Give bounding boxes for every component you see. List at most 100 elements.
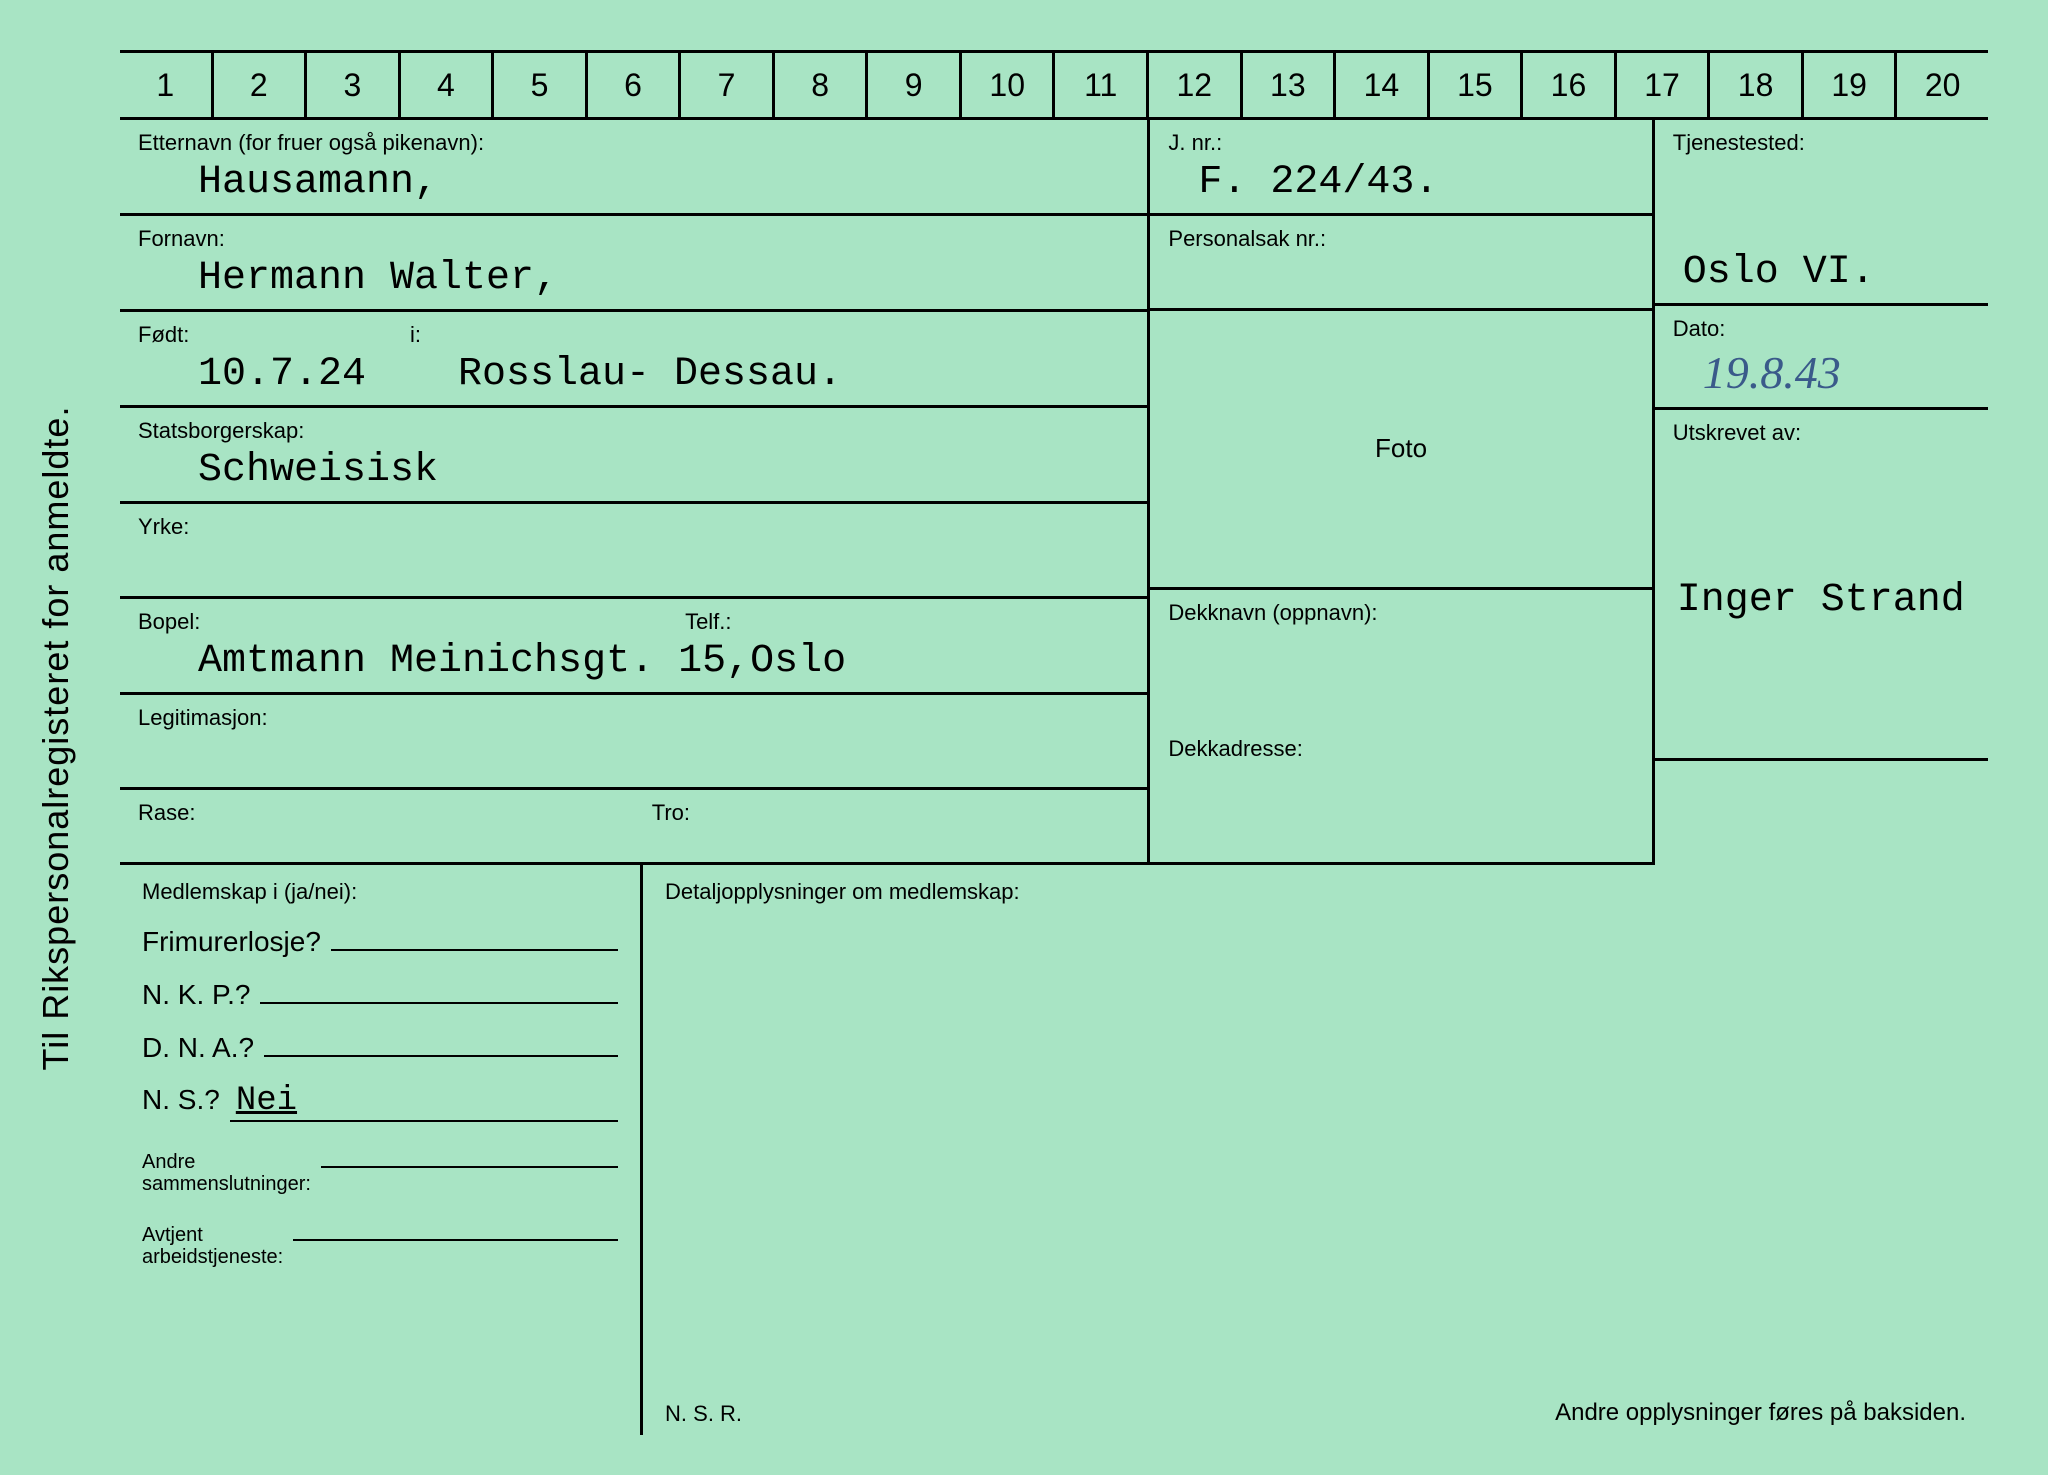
ns-item: N. S.? Nei — [142, 1082, 618, 1122]
address-label: Bopel: — [138, 609, 1129, 635]
ruler-cell: 1 — [120, 53, 214, 117]
race-label: Rase: — [138, 800, 616, 826]
membership-details: Detaljopplysninger om medlemskap: N. S. … — [643, 865, 1988, 1435]
race-faith-row: Rase: Tro: — [120, 790, 1147, 865]
issued-by-field: Utskrevet av: Inger Strand — [1655, 410, 1988, 761]
jnr-label: J. nr.: — [1168, 130, 1633, 156]
phone-label: Telf.: — [685, 609, 731, 635]
ruler-cell: 3 — [307, 53, 401, 117]
occupation-label: Yrke: — [138, 514, 1129, 540]
labour-service-value — [293, 1213, 618, 1241]
date-value: 19.8.43 — [1673, 342, 1970, 399]
other-assoc-item: Andre sammenslutninger: — [142, 1140, 618, 1195]
ruler-cell: 13 — [1243, 53, 1337, 117]
ruler-cell: 6 — [588, 53, 682, 117]
id-label: Legitimasjon: — [138, 705, 1129, 731]
surname-label: Etternavn (for fruer også pikenavn): — [138, 130, 1129, 156]
born-date: 10.7.24 — [138, 348, 438, 397]
citizenship-field: Statsborgerskap: Schweisisk — [120, 408, 1147, 504]
ruler-cell: 7 — [681, 53, 775, 117]
other-assoc-value — [321, 1140, 618, 1168]
details-header: Detaljopplysninger om medlemskap: — [665, 879, 1966, 905]
ruler-cell: 2 — [214, 53, 308, 117]
personalsak-label: Personalsak nr.: — [1168, 226, 1633, 252]
personalsak-value — [1168, 252, 1633, 300]
dna-label: D. N. A.? — [142, 1032, 254, 1064]
dna-value — [264, 1029, 618, 1057]
faith-field: Tro: — [634, 790, 1148, 862]
personalsak-field: Personalsak nr.: — [1150, 216, 1651, 311]
backside-note: Andre opplysninger føres på baksiden. — [1555, 1399, 1966, 1427]
form-body: Etternavn (for fruer også pikenavn): Hau… — [120, 120, 1988, 1435]
id-value — [138, 731, 1129, 779]
born-place: Rosslau- Dessau. — [438, 348, 842, 397]
address-value: Amtmann Meinichsgt. 15,Oslo — [138, 635, 1129, 684]
ruler-cell: 8 — [775, 53, 869, 117]
surname-value: Hausamann, — [138, 156, 1129, 205]
service-place-value: Oslo VI. — [1673, 246, 1970, 295]
jnr-value: F. 224/43. — [1168, 156, 1633, 205]
born-label: Født: — [138, 322, 1129, 348]
ruler-cell: 14 — [1336, 53, 1430, 117]
citizenship-label: Statsborgerskap: — [138, 418, 1129, 444]
cover-address-label: Dekkadresse: — [1150, 726, 1651, 865]
occupation-field: Yrke: — [120, 504, 1147, 599]
occupation-value — [138, 540, 1129, 588]
race-field: Rase: — [120, 790, 634, 862]
service-place-field: Tjenestested: Oslo VI. — [1655, 120, 1988, 306]
jnr-field: J. nr.: F. 224/43. — [1150, 120, 1651, 216]
freemason-label: Frimurerlosje? — [142, 926, 321, 958]
nsr-note: N. S. R. — [665, 1401, 742, 1427]
ruler-cell: 19 — [1804, 53, 1898, 117]
labour-service-item: Avtjent arbeidstjeneste: — [142, 1213, 618, 1268]
id-field: Legitimasjon: — [120, 695, 1147, 790]
date-label: Dato: — [1673, 316, 1970, 342]
membership-header: Medlemskap i (ja/nei): — [142, 879, 618, 905]
labour-service-label: Avtjent arbeidstjeneste: — [142, 1224, 283, 1268]
ruler-cell: 18 — [1710, 53, 1804, 117]
ruler: 1 2 3 4 5 6 7 8 9 10 11 12 13 14 15 16 1… — [120, 50, 1988, 120]
firstname-field: Fornavn: Hermann Walter, — [120, 216, 1147, 312]
nkp-value — [260, 976, 618, 1004]
alias-section: Dekknavn (oppnavn): Dekkadresse: — [1150, 590, 1651, 866]
nkp-item: N. K. P.? — [142, 976, 618, 1011]
membership-section: Medlemskap i (ja/nei): Frimurerlosje? N.… — [120, 865, 1988, 1435]
issued-by-label: Utskrevet av: — [1673, 420, 1970, 446]
ns-label: N. S.? — [142, 1084, 220, 1116]
ruler-cell: 17 — [1617, 53, 1711, 117]
vertical-title: Til Rikspersonalregisteret for anmeldte. — [35, 405, 77, 1070]
photo-label: Foto — [1375, 433, 1427, 464]
middle-column: J. nr.: F. 224/43. Personalsak nr.: Foto… — [1147, 120, 1651, 865]
ruler-cell: 4 — [401, 53, 495, 117]
membership-list: Medlemskap i (ja/nei): Frimurerlosje? N.… — [120, 865, 643, 1435]
born-field: Født: i: 10.7.24 Rosslau- Dessau. — [120, 312, 1147, 408]
right-column: Tjenestested: Oslo VI. Dato: 19.8.43 Uts… — [1652, 120, 1988, 865]
ruler-cell: 16 — [1523, 53, 1617, 117]
other-assoc-label: Andre sammenslutninger: — [142, 1151, 311, 1195]
citizenship-value: Schweisisk — [138, 444, 1129, 493]
firstname-label: Fornavn: — [138, 226, 1129, 252]
born-in-label: i: — [410, 322, 421, 348]
ruler-cell: 9 — [868, 53, 962, 117]
freemason-value — [331, 923, 618, 951]
service-place-label: Tjenestested: — [1673, 130, 1970, 156]
photo-box: Foto — [1150, 311, 1651, 590]
ns-value: Nei — [230, 1082, 618, 1122]
ruler-cell: 11 — [1055, 53, 1149, 117]
surname-field: Etternavn (for fruer også pikenavn): Hau… — [120, 120, 1147, 216]
ruler-cell: 5 — [494, 53, 588, 117]
upper-section: Etternavn (for fruer også pikenavn): Hau… — [120, 120, 1988, 865]
ruler-cell: 15 — [1430, 53, 1524, 117]
right-spacer — [1655, 761, 1988, 865]
ruler-cell: 10 — [962, 53, 1056, 117]
alias-label: Dekknavn (oppnavn): — [1150, 590, 1651, 726]
faith-label: Tro: — [652, 800, 1130, 826]
nkp-label: N. K. P.? — [142, 979, 250, 1011]
freemason-item: Frimurerlosje? — [142, 923, 618, 958]
dna-item: D. N. A.? — [142, 1029, 618, 1064]
registration-card: Til Rikspersonalregisteret for anmeldte.… — [0, 0, 2048, 1475]
date-field: Dato: 19.8.43 — [1655, 306, 1988, 410]
issued-by-value: Inger Strand — [1673, 574, 1965, 623]
firstname-value: Hermann Walter, — [138, 252, 1129, 301]
address-field: Bopel: Telf.: Amtmann Meinichsgt. 15,Osl… — [120, 599, 1147, 695]
